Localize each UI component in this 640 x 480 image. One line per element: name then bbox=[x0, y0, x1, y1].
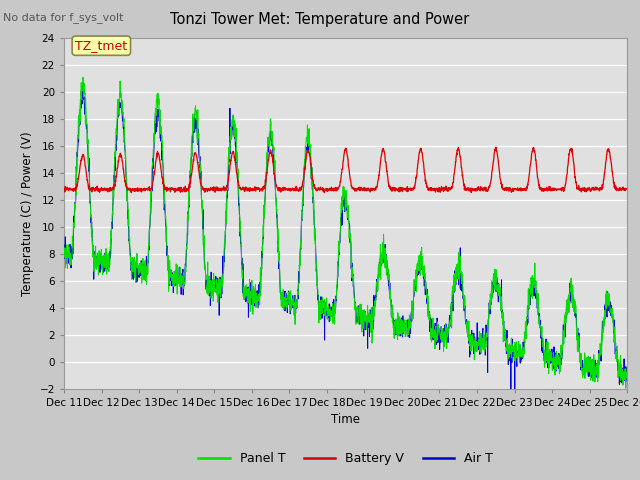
Legend: Panel T, Battery V, Air T: Panel T, Battery V, Air T bbox=[193, 447, 498, 470]
X-axis label: Time: Time bbox=[331, 413, 360, 426]
Y-axis label: Temperature (C) / Power (V): Temperature (C) / Power (V) bbox=[21, 132, 34, 296]
Text: No data for f_sys_volt: No data for f_sys_volt bbox=[3, 12, 124, 23]
Text: Tonzi Tower Met: Temperature and Power: Tonzi Tower Met: Temperature and Power bbox=[170, 12, 470, 27]
Text: TZ_tmet: TZ_tmet bbox=[76, 39, 127, 52]
